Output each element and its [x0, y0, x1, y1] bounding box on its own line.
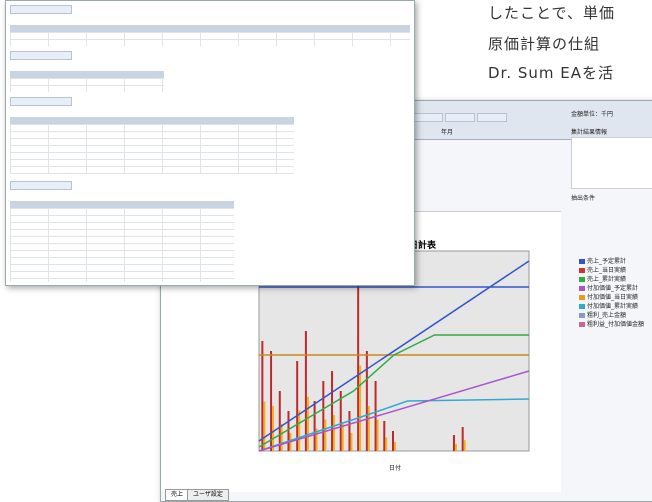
- chart-shape: [298, 410, 301, 451]
- chart-shape: [385, 437, 388, 451]
- legend-item: 売上_予定累計: [579, 256, 626, 265]
- chart-shape: [324, 419, 327, 451]
- chart-shape: [313, 401, 316, 451]
- chart-shape: [306, 397, 309, 451]
- chart-shape: [339, 391, 342, 451]
- chart-shape: [341, 424, 344, 451]
- chart-shape: [365, 351, 368, 451]
- chart-shape: [359, 365, 362, 451]
- section-header: [10, 51, 72, 60]
- info-box: [571, 137, 652, 189]
- chart-shape: [392, 431, 394, 451]
- tab[interactable]: 売上: [165, 489, 190, 501]
- chart-shape: [454, 443, 457, 451]
- month-label: 年月: [441, 129, 454, 136]
- chart-shape: [394, 442, 396, 451]
- chart-shape: [258, 398, 530, 452]
- table-header: [10, 71, 164, 78]
- legend-label: 付加価値_当日実績: [587, 294, 639, 301]
- legend-label: 売上_予定累計: [587, 258, 627, 265]
- chart-shape: [376, 419, 379, 451]
- chart-shape: [258, 334, 529, 448]
- legend-label: 粗利益_付加価値金額: [587, 321, 645, 328]
- legend-label: 付加価値_累計実績: [587, 303, 639, 310]
- chart-shape: [261, 341, 264, 451]
- section-header: [10, 5, 72, 14]
- table-header: [10, 117, 294, 124]
- chart-shape: [287, 411, 290, 451]
- legend-item: 売上_当日実績: [579, 265, 626, 274]
- filter-label: 抽出条件: [571, 195, 596, 202]
- table-header: [10, 201, 234, 208]
- table: [10, 32, 410, 46]
- legend-item: 売上_累計実績: [579, 274, 626, 283]
- tab[interactable]: ユーザ設定: [187, 489, 229, 501]
- body-text: Dr. Sum EAを活: [488, 64, 615, 82]
- chart-shape: [263, 401, 266, 451]
- table: [10, 78, 164, 92]
- result-info: 集計結果情報: [571, 129, 608, 136]
- chart-shape: [270, 351, 273, 451]
- table: [10, 208, 234, 282]
- chart-shape: [452, 435, 455, 451]
- chart-shape: [315, 428, 318, 451]
- chart-shape: [333, 415, 336, 451]
- unit-label: 金額単位：千円: [571, 111, 614, 118]
- body-text: 原価計算の仕組: [488, 35, 601, 53]
- legend-item: 付加価値_予定累計: [579, 283, 638, 292]
- table-header: [10, 25, 410, 32]
- chart-shape: [357, 261, 360, 451]
- section-header: [10, 97, 72, 106]
- chart-shape: [304, 331, 307, 451]
- legend-label: 売上_累計実績: [587, 276, 627, 283]
- table-window: [5, 0, 415, 286]
- chart-shape: [258, 370, 530, 452]
- chart-marks: [258, 260, 530, 452]
- body-text: したことで、単価: [488, 4, 615, 22]
- legend-item: 粗利_売上金額: [579, 310, 626, 319]
- chart-shape: [383, 421, 386, 451]
- chart-shape: [322, 381, 325, 451]
- legend-item: 付加価値_当日実績: [579, 292, 638, 301]
- chart-shape: [463, 440, 466, 451]
- legend-item: 付加価値_累計実績: [579, 301, 638, 310]
- legend-label: 粗利_売上金額: [587, 312, 627, 319]
- chart-shape: [367, 406, 370, 451]
- chart-shape: [272, 406, 275, 451]
- chart-shape: [331, 371, 334, 451]
- chart-shape: [258, 260, 530, 442]
- chart-shape: [350, 433, 353, 451]
- chart-shape: [296, 361, 299, 451]
- legend-label: 付加価値_予定累計: [587, 285, 639, 292]
- chart-shape: [348, 411, 351, 451]
- chart-shape: [278, 391, 281, 451]
- button[interactable]: [445, 113, 475, 122]
- button[interactable]: [477, 113, 507, 122]
- table: [10, 124, 294, 174]
- chart-shape: [461, 427, 464, 451]
- legend-item: 粗利益_付加価値金額: [579, 319, 644, 328]
- legend-label: 売上_当日実績: [587, 267, 627, 274]
- chart-shape: [280, 424, 283, 451]
- x-axis-label: 日付: [389, 465, 402, 472]
- section-header: [10, 181, 72, 190]
